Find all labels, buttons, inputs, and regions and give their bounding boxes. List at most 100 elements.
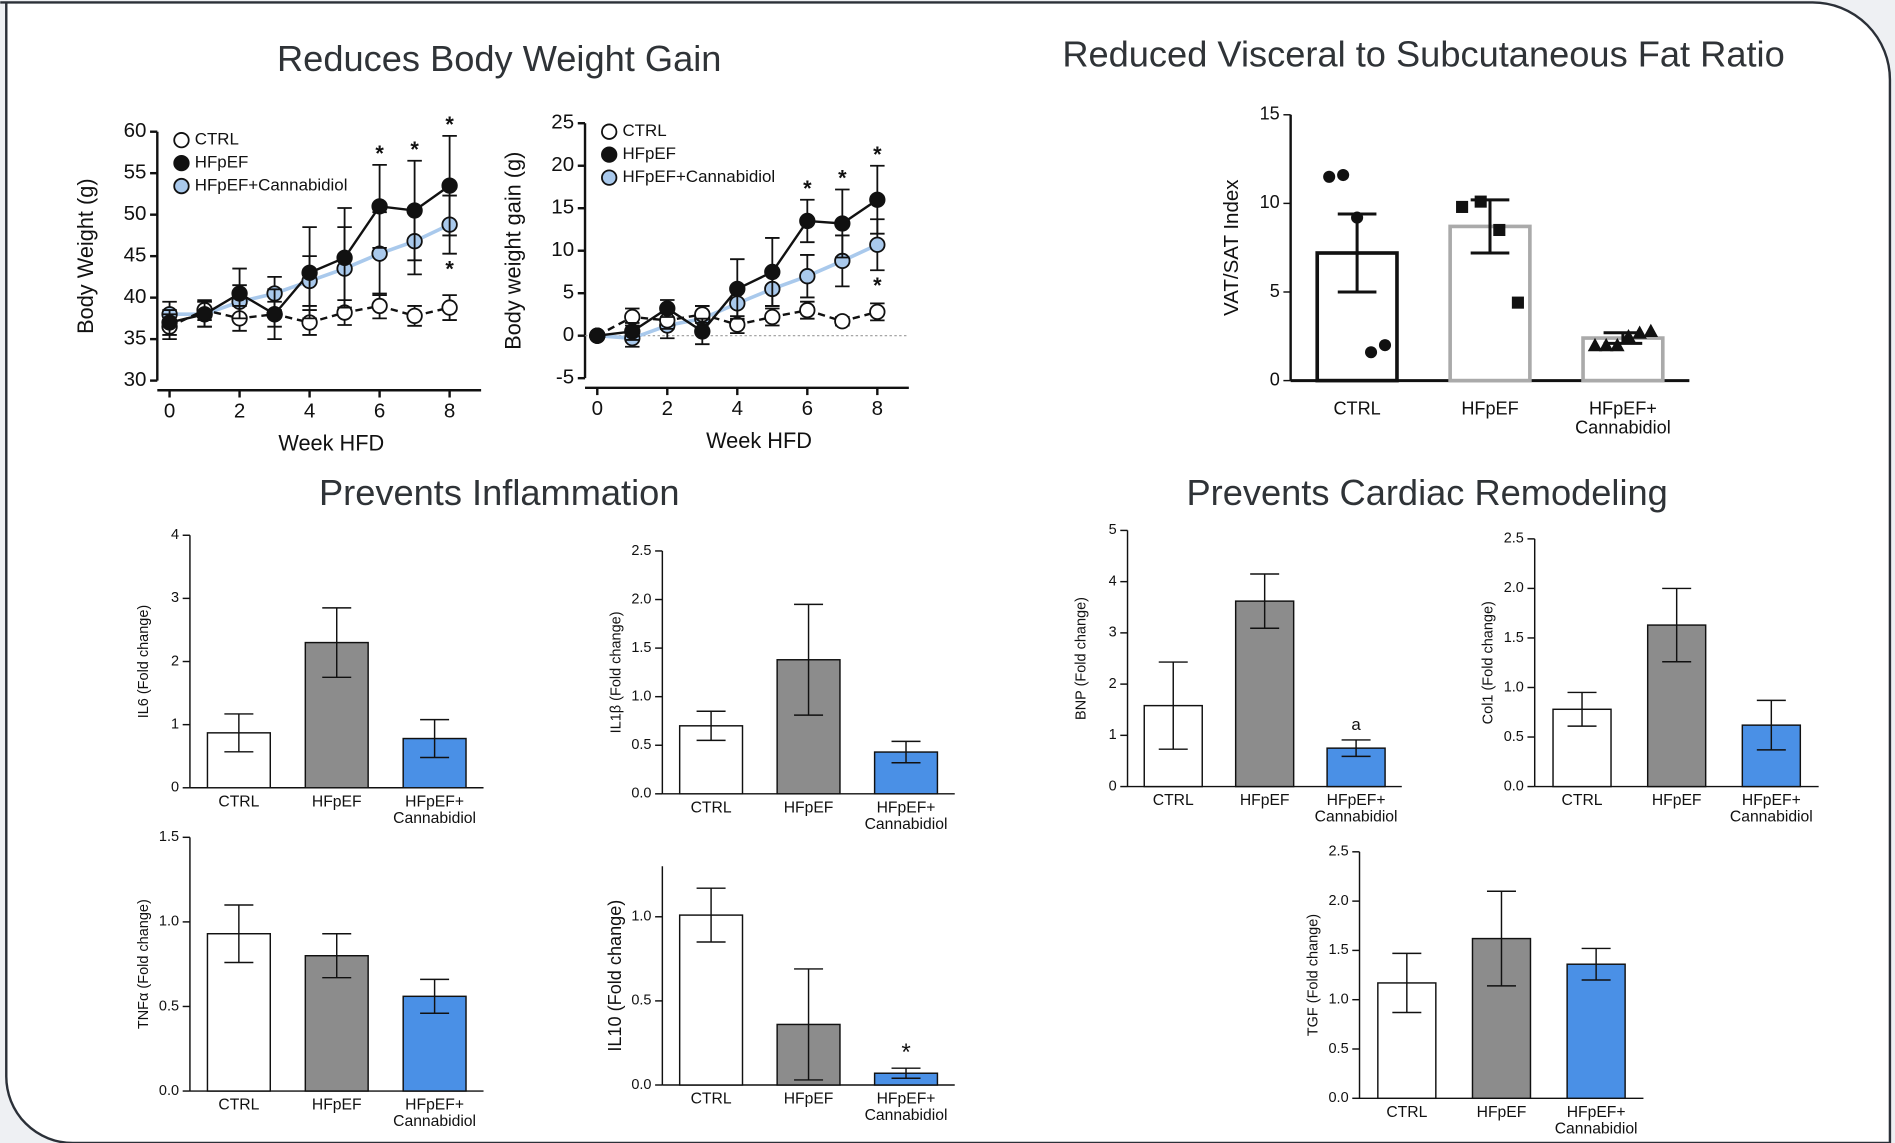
significance-mark: * [410, 137, 419, 162]
significance-mark: * [803, 176, 812, 201]
y-tick-label: 0.0 [631, 1077, 651, 1093]
y-tick-label: 0 [171, 780, 179, 796]
data-point [694, 323, 711, 340]
data-point [799, 302, 816, 319]
error-bar [224, 904, 254, 964]
y-tick-label: 0 [563, 323, 574, 346]
y-tick-label: 4 [1109, 573, 1117, 589]
y-tick-label: 1.0 [1504, 679, 1524, 695]
y-tick-label: 5 [1109, 522, 1117, 538]
data-point [799, 212, 816, 230]
legend-label: CTRL [622, 121, 666, 140]
error-bar [1250, 573, 1280, 629]
y-tick-label: 2 [1109, 676, 1117, 692]
data-point [371, 198, 388, 215]
y-tick-label: 2.5 [1504, 531, 1524, 547]
y-axis-label: IL10 (Fold change) [605, 900, 625, 1052]
legend-marker [601, 146, 618, 163]
legend-marker [173, 177, 190, 195]
error-bar [1581, 947, 1611, 981]
x-tick-label: 0 [592, 397, 603, 420]
legend-marker [173, 132, 190, 149]
significance-mark: * [838, 166, 847, 191]
y-tick-label: 5 [1270, 281, 1280, 301]
data-point [834, 313, 851, 330]
y-axis-label: BNP (Fold change) [1073, 597, 1089, 720]
legend-marker [173, 154, 190, 172]
y-tick-label: 35 [124, 327, 147, 350]
data-point [869, 236, 886, 253]
x-tick-label: CTRL [691, 799, 732, 816]
x-tick-label: HFpEF+ Cannabidiol [1315, 792, 1398, 825]
y-tick-label: 1.5 [1504, 630, 1524, 646]
data-point [659, 300, 676, 317]
data-point [441, 177, 458, 194]
data-point [1351, 211, 1364, 224]
data-point [1511, 296, 1524, 309]
data-point [161, 314, 178, 331]
x-tick-label: HFpEF+ Cannabidiol [1555, 1104, 1638, 1137]
y-tick-label: 1 [171, 716, 179, 732]
x-axis-label: Week HFD [278, 430, 384, 455]
y-tick-label: 1.5 [1328, 942, 1348, 958]
x-tick-label: HFpEF+ Cannabidiol [393, 793, 476, 826]
x-tick-label: CTRL [1153, 792, 1194, 809]
error-bar [322, 607, 352, 679]
y-tick-label: 1.5 [631, 640, 651, 656]
significance-mark: * [873, 142, 882, 167]
data-point [1621, 329, 1636, 343]
significance-mark: a [1351, 715, 1361, 734]
x-tick-label: HFpEF [784, 799, 834, 816]
section-heading: Reduces Body Weight Gain [277, 38, 721, 79]
legend-label: HFpEF [622, 144, 676, 163]
y-tick-label: 0.5 [159, 998, 179, 1014]
y-tick-label: 0 [1109, 778, 1117, 794]
y-tick-label: 2.0 [631, 591, 651, 607]
y-tick-label: 1.5 [159, 829, 179, 845]
legend-label: HFpEF+Cannabidiol [622, 167, 775, 186]
y-tick-label: 60 [124, 119, 147, 142]
x-tick-label: HFpEF [1240, 792, 1290, 809]
y-tick-label: 25 [551, 111, 574, 134]
y-tick-label: 0.0 [1328, 1090, 1348, 1106]
data-point [406, 202, 423, 219]
y-tick-label: 0.0 [631, 786, 651, 802]
y-axis-label: Body Weight (g) [73, 178, 98, 333]
y-tick-label: 3 [1109, 625, 1117, 641]
x-tick-label: 2 [234, 399, 245, 422]
data-point [624, 323, 641, 340]
y-tick-label: 0.0 [159, 1083, 179, 1099]
y-tick-label: 2.5 [1328, 844, 1348, 860]
y-tick-label: 4 [171, 527, 179, 543]
data-point [1493, 223, 1506, 237]
x-tick-label: HFpEF [1461, 398, 1518, 418]
data-point [1474, 195, 1487, 208]
data-point [1337, 168, 1350, 182]
x-tick-label: HFpEF [1477, 1104, 1527, 1121]
y-tick-label: 1.0 [631, 909, 651, 925]
y-tick-label: 1.0 [631, 689, 651, 705]
x-tick-label: 8 [444, 399, 455, 422]
error-bar [696, 887, 726, 943]
y-tick-label: 2.0 [1328, 893, 1348, 909]
error-bar [1158, 661, 1188, 750]
bar [678, 914, 744, 1086]
error-bar [1486, 890, 1516, 987]
y-tick-label: 0.5 [631, 993, 651, 1009]
y-tick-label: 2 [171, 653, 179, 669]
y-tick-label: 45 [124, 244, 147, 267]
data-point [371, 297, 388, 315]
y-tick-label: 3 [171, 590, 179, 606]
legend-label: HFpEF [195, 153, 249, 172]
error-bar [1392, 952, 1422, 1014]
error-bar [794, 603, 824, 716]
bar [1566, 963, 1626, 1100]
legend-marker [601, 123, 618, 140]
data-point [406, 307, 423, 325]
data-point [441, 299, 458, 316]
y-tick-label: 40 [124, 285, 147, 308]
data-point [1598, 337, 1614, 352]
section-heading: Reduced Visceral to Subcutaneous Fat Rat… [1062, 33, 1784, 74]
